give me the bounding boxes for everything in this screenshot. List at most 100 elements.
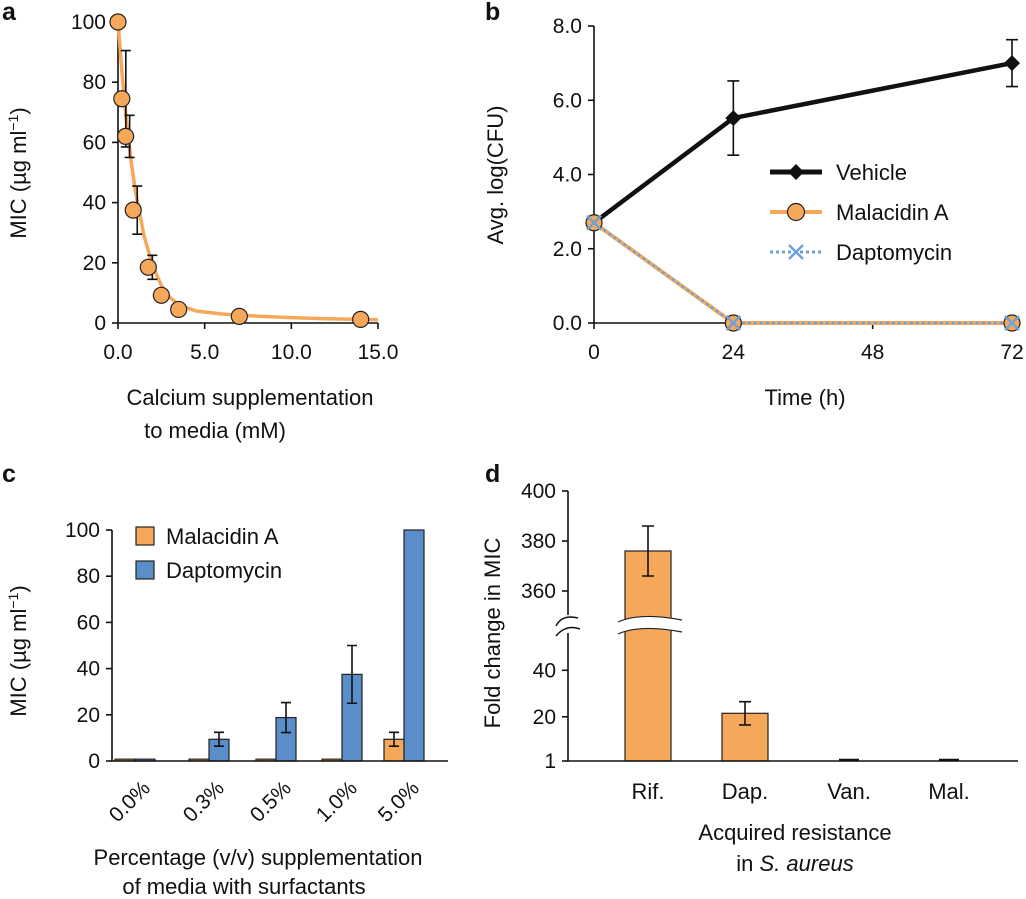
data-point xyxy=(117,127,135,145)
panel-c-x-ticks: 0.0% 0.3% 0.5% 1.0% 5.0% xyxy=(105,777,424,827)
panel-d-ylabel: Fold change in MIC xyxy=(480,538,505,729)
legend-vehicle-marker xyxy=(788,164,804,180)
panel-c-ylabel: MIC (µg ml−1) xyxy=(5,585,31,716)
error-bar xyxy=(281,701,291,734)
panel-c-ylabel-sup: −1 xyxy=(5,592,21,608)
panel-b-y-ticks: 0.0 2.0 4.0 6.0 8.0 xyxy=(553,15,594,335)
y-tick-label: 100 xyxy=(71,11,106,34)
x-tick-label: 5.0 xyxy=(190,341,219,364)
panel-letter-a: a xyxy=(2,0,17,26)
legend-c-malacidin-label: Malacidin A xyxy=(166,524,279,549)
daptomycin-line xyxy=(593,221,1012,325)
legend-malacidin-label: Malacidin A xyxy=(836,200,949,225)
y-tick-label: 20 xyxy=(83,252,106,275)
panel-c-axes xyxy=(111,530,448,762)
panel-d-axes xyxy=(567,491,1018,762)
legend-malacidin-swatch xyxy=(135,526,155,546)
daptomycin-marker xyxy=(1004,315,1020,331)
panel-a-xlabel-line1: Calcium supplementation xyxy=(126,385,373,410)
panel-b-legend: Vehicle Malacidin A Daptomycin xyxy=(770,160,952,265)
panel-letter-d: d xyxy=(485,460,500,488)
panel-a-ylabel-close: ) xyxy=(6,107,31,114)
y-tick-label: 1 xyxy=(544,750,556,773)
error-bar xyxy=(739,700,751,726)
error-bar xyxy=(389,731,399,748)
y-tick-label: 0 xyxy=(88,750,100,773)
panel-a-axes xyxy=(117,22,378,324)
panel-a-y-ticks: 0 20 40 60 80 100 xyxy=(71,11,118,335)
panel-a-ylabel: MIC (µg ml−1) xyxy=(5,107,31,238)
x-tick-label: 5.0% xyxy=(374,777,424,827)
vehicle-marker xyxy=(725,110,742,127)
panel-a-ylabel-sup: −1 xyxy=(5,114,21,130)
y-tick-label: 6.0 xyxy=(553,89,582,112)
y-tick-label: 60 xyxy=(77,611,100,634)
y-tick-label: 40 xyxy=(83,192,106,215)
panel-d-y-ticks: 1 20 40 360 380 400 xyxy=(521,480,568,773)
x-tick-label: 0 xyxy=(588,341,600,364)
y-tick-label: 4.0 xyxy=(553,164,582,187)
panel-d-x-ticks: Rif. Dap. Van. Mal. xyxy=(632,779,970,804)
vehicle-marker xyxy=(1004,55,1020,72)
panel-d: d Fold change in MIC 1 20 40 360 380 400 Rif.… xyxy=(480,460,1018,876)
x-tick-label: 10.0 xyxy=(271,341,312,364)
data-point xyxy=(170,300,188,319)
y-tick-label: 60 xyxy=(83,131,106,154)
y-tick-label: 80 xyxy=(77,565,100,588)
panel-b-xlabel: Time (h) xyxy=(764,385,845,410)
x-tick-label: Van. xyxy=(827,779,871,804)
panel-letter-c: c xyxy=(2,460,16,488)
panel-letter-b: b xyxy=(485,0,500,26)
error-bar xyxy=(214,731,224,748)
data-point xyxy=(152,286,170,304)
panel-c-ylabel-main: MIC (µg ml xyxy=(6,609,31,717)
panel-c-xlabel-line1: Percentage (v/v) supplementation xyxy=(94,845,423,870)
panel-a-xlabel-line2: to media (mM) xyxy=(144,418,286,443)
panel-a-fit-curve xyxy=(116,21,379,322)
panel-a-points xyxy=(109,13,370,328)
legend-vehicle-label: Vehicle xyxy=(836,160,907,185)
daptomycin-bar xyxy=(403,529,425,762)
panel-d-xlabel-line2: in S. aureus xyxy=(736,851,853,876)
x-tick-label: 72 xyxy=(1000,341,1023,364)
panel-a-error-bars xyxy=(120,49,158,281)
y-tick-label: 40 xyxy=(77,658,100,681)
fold-change-bar xyxy=(624,550,672,762)
legend-malacidin-marker xyxy=(786,202,806,222)
y-tick-label: 400 xyxy=(521,480,556,503)
panel-d-axis-break-mark xyxy=(555,616,581,637)
panel-c-bars xyxy=(114,529,425,762)
axis-break-gap xyxy=(618,616,682,634)
error-bar xyxy=(642,525,654,577)
panel-c-y-ticks: 0 20 40 60 80 100 xyxy=(65,519,112,773)
x-tick-label: 1.0% xyxy=(312,777,362,827)
data-point xyxy=(230,307,248,325)
x-tick-label: 0.0 xyxy=(103,341,132,364)
error-bar xyxy=(347,644,357,705)
y-tick-label: 0 xyxy=(94,312,106,335)
x-tick-label: 0.5% xyxy=(246,777,296,827)
x-tick-label: Rif. xyxy=(632,779,665,804)
data-point xyxy=(113,90,131,108)
panel-d-xlabel-in: in xyxy=(736,851,759,876)
daptomycin-marker xyxy=(586,214,602,231)
legend-daptomycin-label: Daptomycin xyxy=(836,240,952,265)
vehicle-line xyxy=(592,60,1013,225)
y-tick-label: 20 xyxy=(77,704,100,727)
data-point xyxy=(124,201,142,219)
panel-a-x-ticks: 0.0 5.0 10.0 15.0 xyxy=(103,323,398,364)
x-tick-label: 0.0% xyxy=(105,777,155,827)
data-point xyxy=(109,13,127,31)
x-tick-label: 48 xyxy=(861,341,884,364)
y-tick-label: 100 xyxy=(65,519,100,542)
panel-d-xlabel-line1: Acquired resistance xyxy=(698,820,891,845)
y-tick-label: 40 xyxy=(533,659,556,682)
y-tick-label: 380 xyxy=(521,530,556,553)
panel-b-series xyxy=(585,38,1021,332)
legend-daptomycin-marker xyxy=(788,244,804,260)
panel-c: c MIC (µg ml−1) 0 20 40 60 80 100 0.0% 0.3% 0.5… xyxy=(2,460,448,899)
y-tick-label: 20 xyxy=(533,706,556,729)
y-tick-label: 80 xyxy=(83,71,106,94)
x-tick-label: Mal. xyxy=(928,779,970,804)
x-tick-label: 0.3% xyxy=(179,777,229,827)
